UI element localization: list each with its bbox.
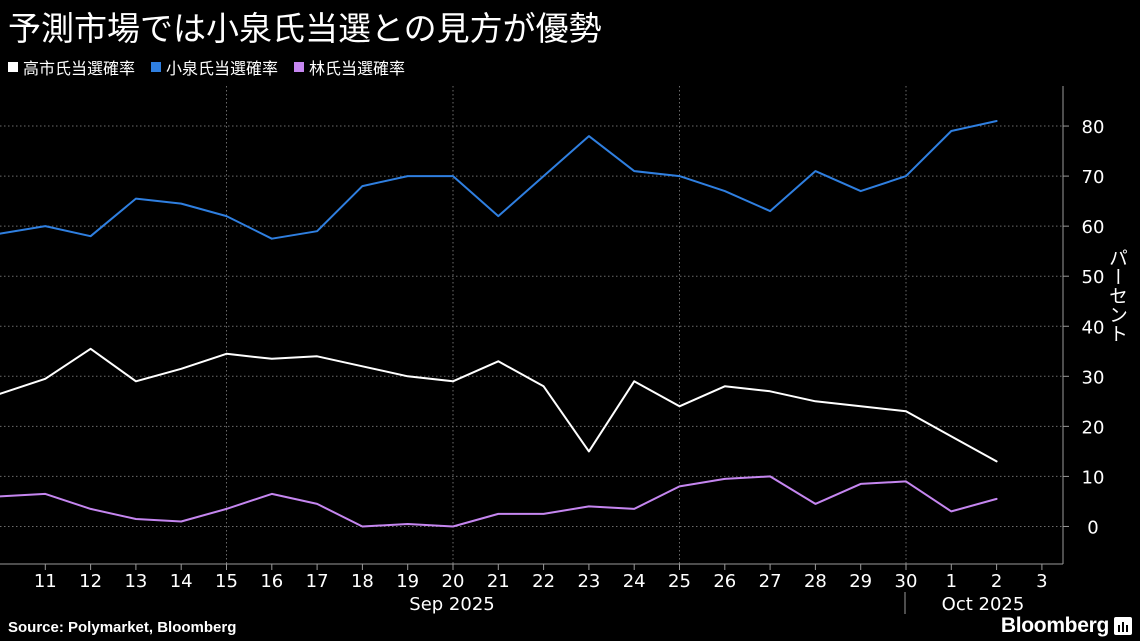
chart-title: 予測市場では小泉氏当選との見方が優勢: [8, 9, 602, 48]
legend-item-hayashi: 林氏当選確率: [294, 55, 405, 79]
y-tick-label-0: 0: [1087, 517, 1098, 538]
y-tick-label-10: 10: [1082, 467, 1105, 488]
bloomberg-logo-icon: [1114, 617, 1132, 635]
legend-swatch-takaichi: [8, 62, 18, 72]
x-tick-label-18: 18: [351, 571, 374, 592]
legend-label-hayashi: 林氏当選確率: [309, 59, 406, 78]
y-tick-label-60: 60: [1082, 217, 1105, 238]
logo-text: Bloomberg: [1000, 614, 1109, 637]
x-tick-label-19: 19: [396, 571, 419, 592]
x-tick-label-30: 30: [895, 571, 918, 592]
x-tick-label-22: 22: [532, 571, 555, 592]
bloomberg-logo: Bloomberg: [1001, 614, 1132, 638]
series-line-0: [0, 347, 998, 463]
x-tick-label-26: 26: [713, 571, 736, 592]
legend: 高市氏当選確率 小泉氏当選確率 林氏当選確率: [8, 55, 405, 79]
y-axis-unit-label: パーセント: [1106, 248, 1128, 343]
x-tick-label-17: 17: [306, 571, 329, 592]
x-tick-label-13: 13: [124, 571, 147, 592]
x-tick-label-1: 1: [946, 571, 957, 592]
x-tick-label-20: 20: [442, 571, 465, 592]
series-line-2: [0, 475, 998, 528]
grid-lines: [0, 86, 1063, 564]
legend-swatch-hayashi: [294, 62, 305, 72]
x-tick-label-25: 25: [668, 571, 691, 592]
legend-item-koizumi: 小泉氏当選確率: [151, 55, 278, 79]
y-tick-label-50: 50: [1082, 267, 1105, 288]
x-tick-label-16: 16: [260, 571, 283, 592]
axes: [0, 86, 1069, 614]
y-tick-label-30: 30: [1082, 367, 1105, 388]
legend-swatch-koizumi: [151, 62, 162, 72]
legend-label-koizumi: 小泉氏当選確率: [166, 59, 279, 78]
x-month-label-oct: Oct 2025: [942, 594, 1025, 615]
x-tick-label-11: 11: [34, 571, 57, 592]
y-tick-label-40: 40: [1082, 317, 1105, 338]
source-note: Source: Polymarket, Bloomberg: [8, 619, 237, 636]
x-tick-label-12: 12: [79, 571, 102, 592]
y-tick-label-70: 70: [1082, 167, 1105, 188]
y-tick-label-80: 80: [1082, 117, 1105, 138]
x-tick-label-15: 15: [215, 571, 238, 592]
y-tick-label-20: 20: [1082, 417, 1105, 438]
x-tick-label-28: 28: [804, 571, 827, 592]
series-line-1: [0, 120, 998, 240]
series-lines: [0, 120, 998, 528]
x-tick-label-21: 21: [487, 571, 510, 592]
x-month-label-sep: Sep 2025: [409, 594, 494, 615]
legend-item-takaichi: 高市氏当選確率: [8, 55, 135, 79]
x-tick-label-3: 3: [1036, 571, 1047, 592]
x-tick-label-2: 2: [991, 571, 1002, 592]
x-tick-label-27: 27: [759, 571, 782, 592]
x-tick-label-14: 14: [170, 571, 193, 592]
x-tick-label-29: 29: [849, 571, 872, 592]
x-tick-label-23: 23: [577, 571, 600, 592]
legend-label-takaichi: 高市氏当選確率: [23, 59, 136, 78]
x-tick-label-24: 24: [623, 571, 646, 592]
